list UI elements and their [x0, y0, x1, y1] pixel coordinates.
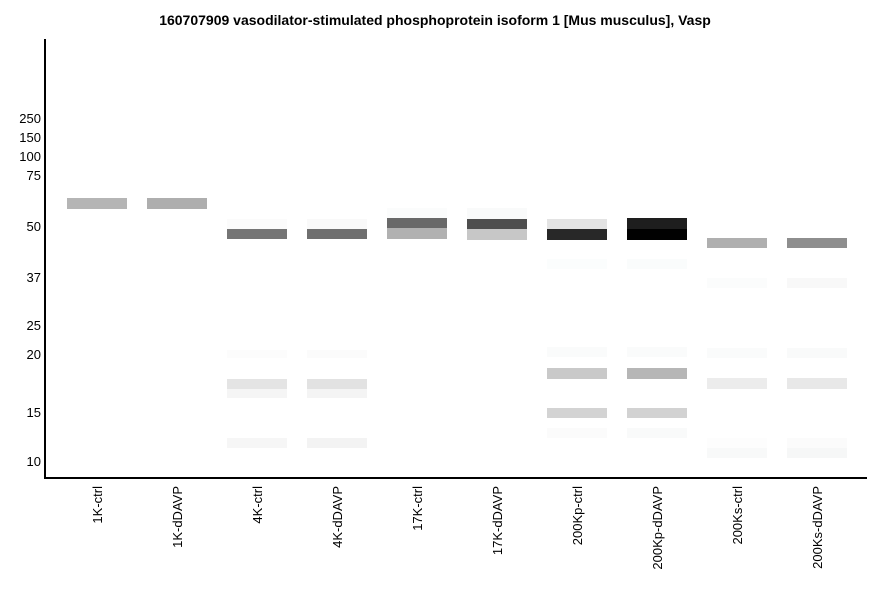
x-axis-line [44, 477, 867, 479]
y-tick-label: 100 [19, 149, 41, 164]
gel-band [707, 438, 767, 448]
y-tick-label: 20 [26, 347, 41, 362]
gel-band [227, 229, 287, 239]
x-axis-lane-label: 200Kp-ctrl [570, 485, 585, 545]
gel-band [627, 218, 687, 229]
gel-band [67, 198, 127, 209]
x-axis-lane-label-text: 1K-dDAVP [170, 486, 185, 548]
gel-band [787, 348, 847, 358]
gel-band [787, 278, 847, 288]
gel-band [467, 208, 527, 219]
x-axis-lane-label: 200Ks-ctrl [730, 485, 745, 545]
x-axis-lane-label-text: 17K-ctrl [410, 486, 425, 531]
x-axis-lane-label: 4K-ctrl [250, 485, 265, 524]
gel-band [707, 278, 767, 288]
gel-band [307, 219, 367, 229]
y-axis-line [44, 39, 46, 479]
x-axis-lane-label-text: 4K-ctrl [250, 486, 265, 524]
x-axis-lane-label-text: 1K-ctrl [90, 486, 105, 524]
x-axis-lane-label: 1K-ctrl [90, 485, 105, 524]
x-axis-lane-label: 4K-dDAVP [330, 485, 345, 548]
gel-band [547, 219, 607, 229]
gel-band [227, 379, 287, 389]
gel-band [787, 438, 847, 448]
chart-title: 160707909 vasodilator-stimulated phospho… [159, 12, 711, 28]
gel-band [307, 438, 367, 448]
gel-band [227, 389, 287, 398]
gel-band [547, 229, 607, 240]
gel-band [307, 379, 367, 389]
y-tick-label: 37 [26, 270, 41, 285]
gel-band [627, 229, 687, 240]
gel-band [787, 448, 847, 458]
gel-band [147, 198, 207, 209]
x-axis-lane-label: 200Kp-dDAVP [650, 485, 665, 570]
gel-band [227, 350, 287, 358]
x-axis-lane-label-text: 200Ks-ctrl [730, 486, 745, 545]
gel-band [547, 408, 607, 418]
gel-band [787, 378, 847, 389]
gel-band [627, 428, 687, 438]
gel-band [307, 350, 367, 358]
gel-band [227, 438, 287, 448]
x-axis-lane-label-text: 200Kp-ctrl [570, 486, 585, 546]
x-axis-lane-label-text: 17K-dDAVP [490, 486, 505, 556]
x-axis-lane-label-text: 4K-dDAVP [330, 486, 345, 548]
gel-band [307, 389, 367, 398]
x-axis-lane-label: 17K-dDAVP [490, 485, 505, 555]
gel-band [467, 219, 527, 229]
gel-band [387, 228, 447, 239]
gel-band [787, 238, 847, 248]
y-tick-label: 15 [26, 405, 41, 420]
gel-band [387, 218, 447, 228]
gel-band [627, 408, 687, 418]
y-tick-label: 50 [26, 219, 41, 234]
x-axis-lane-label: 17K-ctrl [410, 485, 425, 531]
gel-band [707, 378, 767, 389]
gel-band [627, 368, 687, 379]
gel-band [547, 368, 607, 379]
gel-band [707, 238, 767, 248]
gel-band [227, 219, 287, 229]
x-axis-lane-label-text: 200Kp-dDAVP [650, 486, 665, 570]
gel-band [707, 348, 767, 358]
x-axis-lane-label: 200Ks-dDAVP [810, 485, 825, 569]
gel-band [547, 347, 607, 357]
y-tick-label: 10 [26, 454, 41, 469]
y-tick-label: 250 [19, 111, 41, 126]
gel-band [547, 259, 607, 269]
y-tick-label: 150 [19, 130, 41, 145]
gel-band [707, 448, 767, 458]
y-tick-label: 75 [26, 168, 41, 183]
gel-band [467, 229, 527, 240]
gel-band [627, 259, 687, 269]
x-axis-lane-label: 1K-dDAVP [170, 485, 185, 548]
gel-band [547, 428, 607, 438]
gel-band [307, 229, 367, 239]
gel-band [387, 208, 447, 218]
gel-band [627, 347, 687, 357]
y-tick-label: 25 [26, 318, 41, 333]
x-axis-lane-label-text: 200Ks-dDAVP [810, 486, 825, 569]
